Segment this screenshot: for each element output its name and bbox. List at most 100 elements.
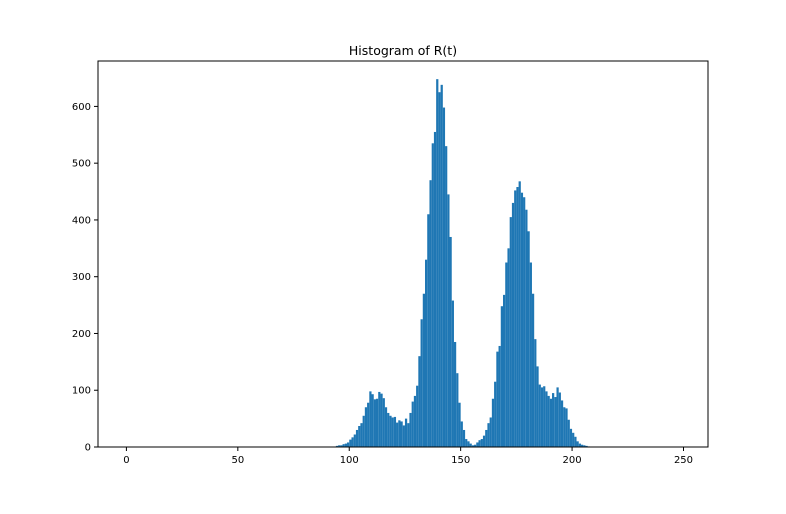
histogram-bar-74 [500,306,503,447]
histogram-bar-94 [545,391,548,447]
histogram-bar-33 [409,412,412,447]
histogram-bar-66 [482,435,486,447]
histogram-bar-90 [536,366,539,447]
histogram-bar-11 [360,423,363,447]
histogram-bar-49 [445,146,448,447]
histogram-bar-24 [389,415,392,447]
x-tick-label-50: 50 [231,455,244,466]
histogram-bar-83 [520,192,524,447]
histogram-bar-61 [471,445,475,447]
y-tick-label-400: 400 [72,215,91,226]
histogram-bars [335,79,590,448]
x-tick-label-100: 100 [340,455,359,466]
histogram-bar-40 [425,259,428,447]
histogram-bar-10 [358,425,361,447]
histogram-bar-43 [431,143,434,447]
histogram-bar-88 [531,293,535,447]
histogram-bar-50 [447,194,450,447]
histogram-bar-60 [469,443,472,447]
histogram-bar-111 [583,445,586,447]
histogram-bar-77 [507,248,510,447]
histogram-bar-68 [487,423,490,447]
histogram-bar-29 [400,421,403,447]
histogram-bar-104 [567,419,570,447]
histogram-bar-95 [547,395,550,447]
histogram-bar-23 [387,412,390,447]
histogram-bar-71 [494,381,497,447]
histogram-bar-34 [411,401,414,447]
y-tick-label-300: 300 [72,272,91,283]
histogram-bar-108 [576,441,579,447]
histogram-bar-84 [523,197,526,447]
histogram-bar-63 [476,442,479,447]
histogram-bar-98 [554,397,557,447]
histogram-bar-51 [449,236,452,447]
histogram-bar-105 [569,428,573,447]
histogram-bar-99 [556,387,559,447]
histogram-bar-22 [384,407,388,447]
histogram-bar-15 [369,391,372,447]
histogram-bar-67 [485,429,488,447]
histogram-bar-38 [420,319,423,447]
histogram-bar-53 [453,341,457,447]
y-tick-label-100: 100 [72,386,91,397]
histogram-bar-28 [398,420,401,447]
histogram-bar-14 [367,402,370,447]
histogram-bar-19 [378,391,381,447]
histogram-bar-58 [465,439,468,447]
histogram-bar-12 [362,415,365,447]
histogram-bar-1 [338,445,341,447]
histogram-bar-101 [560,400,564,447]
y-tick-label-600: 600 [72,102,91,113]
histogram-bar-110 [580,444,584,447]
histogram-bar-25 [391,417,394,447]
x-tick-label-250: 250 [674,455,693,466]
histogram-bar-112 [585,445,588,447]
histogram-bar-13 [364,407,368,447]
histogram-bar-79 [511,202,515,447]
histogram-bar-64 [478,440,481,447]
histogram-bar-26 [393,416,397,447]
x-tick-label-150: 150 [451,455,470,466]
histogram-bar-57 [462,429,466,447]
histogram-bar-102 [563,407,566,447]
histogram-bar-4 [344,443,348,447]
x-axis: 0 50 100 150 200 250 [123,447,693,466]
histogram-bar-9 [355,429,359,447]
histogram-bar-55 [458,402,461,447]
histogram-bar-35 [413,395,417,447]
histogram-bar-109 [578,443,581,447]
histogram-bar-36 [416,385,419,447]
histogram-bar-18 [375,398,379,447]
histogram-bar-52 [451,300,454,447]
histogram-bar-37 [418,356,421,447]
histogram-bar-39 [422,293,426,447]
histogram-bar-5 [347,442,350,447]
x-tick-label-200: 200 [563,455,582,466]
histogram-bar-96 [549,398,553,447]
histogram-bar-17 [373,399,376,447]
y-tick-label-200: 200 [72,329,91,340]
histogram-bar-72 [496,351,499,447]
histogram-bar-92 [540,387,544,447]
histogram-bar-100 [558,392,561,447]
histogram-bar-54 [456,373,459,447]
histogram-bar-81 [516,187,519,448]
histogram-bar-73 [498,345,501,447]
histogram-bar-76 [505,262,508,447]
histogram-bar-41 [427,214,430,447]
histogram-bar-65 [480,439,483,447]
histogram-bar-69 [489,417,492,447]
histogram-bar-7 [351,437,354,447]
histogram-bar-56 [460,421,463,447]
histogram-bar-45 [436,79,439,447]
histogram-bar-82 [518,181,521,447]
histogram-bar-80 [514,190,517,447]
histogram-bar-47 [440,84,443,447]
histogram-bar-6 [349,439,352,447]
histogram-bar-89 [534,339,537,447]
y-tick-label-0: 0 [85,443,91,454]
histogram-bar-48 [442,107,446,447]
